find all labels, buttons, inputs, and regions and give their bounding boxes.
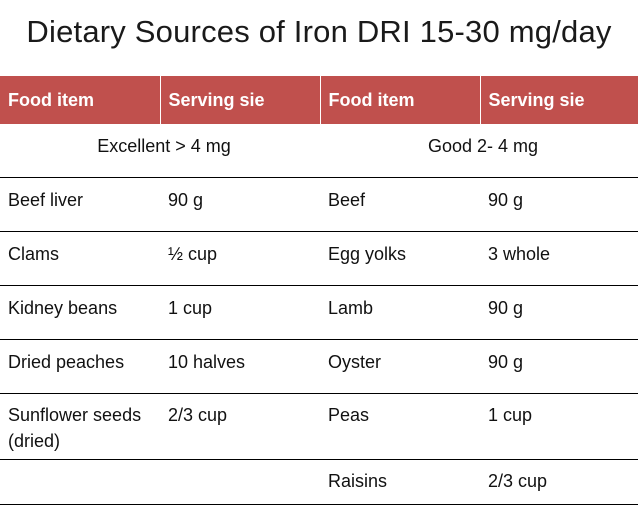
cell: 1 cup (480, 393, 638, 460)
cell: Beef (320, 177, 480, 232)
cell: 90 g (160, 177, 320, 232)
category-good: Good 2- 4 mg (320, 124, 638, 178)
cell: Lamb (320, 285, 480, 340)
slide-title: Dietary Sources of Iron DRI 15-30 mg/day (26, 14, 612, 49)
cell: 2/3 cup (480, 459, 638, 505)
table-row: Kidney beans 1 cup Lamb 90 g (0, 285, 638, 340)
cell: 3 whole (480, 231, 638, 286)
cell: Beef liver (0, 177, 160, 232)
cell: 2/3 cup (160, 393, 320, 460)
cell: 10 halves (160, 339, 320, 394)
cell: 90 g (480, 177, 638, 232)
header-serving-right: Serving sie (480, 76, 638, 124)
table-row: Beef liver 90 g Beef 90 g (0, 177, 638, 232)
header-serving-left: Serving sie (160, 76, 321, 124)
cell: Raisins (320, 459, 480, 505)
cell (0, 459, 160, 505)
cell: Peas (320, 393, 480, 460)
header-food-item-left: Food item (0, 76, 161, 124)
cell: Egg yolks (320, 231, 480, 286)
table-header-row: Food item Serving sie Food item Serving … (0, 76, 638, 124)
cell: Kidney beans (0, 285, 160, 340)
table-row: Sunflower seeds (dried) 2/3 cup Peas 1 c… (0, 393, 638, 460)
table-row: Raisins 2/3 cup (0, 459, 638, 505)
cell: Clams (0, 231, 160, 286)
cell: 90 g (480, 285, 638, 340)
category-row: Excellent > 4 mg Good 2- 4 mg (0, 124, 638, 178)
header-food-item-right: Food item (320, 76, 481, 124)
table-row: Dried peaches 10 halves Oyster 90 g (0, 339, 638, 394)
table-row: Clams ½ cup Egg yolks 3 whole (0, 231, 638, 286)
category-excellent: Excellent > 4 mg (0, 124, 320, 178)
cell: 90 g (480, 339, 638, 394)
cell: 1 cup (160, 285, 320, 340)
cell: Sunflower seeds (dried) (0, 393, 160, 460)
iron-sources-table: Food item Serving sie Food item Serving … (0, 76, 638, 505)
cell: Oyster (320, 339, 480, 394)
cell (160, 459, 320, 505)
cell: ½ cup (160, 231, 320, 286)
cell: Dried peaches (0, 339, 160, 394)
